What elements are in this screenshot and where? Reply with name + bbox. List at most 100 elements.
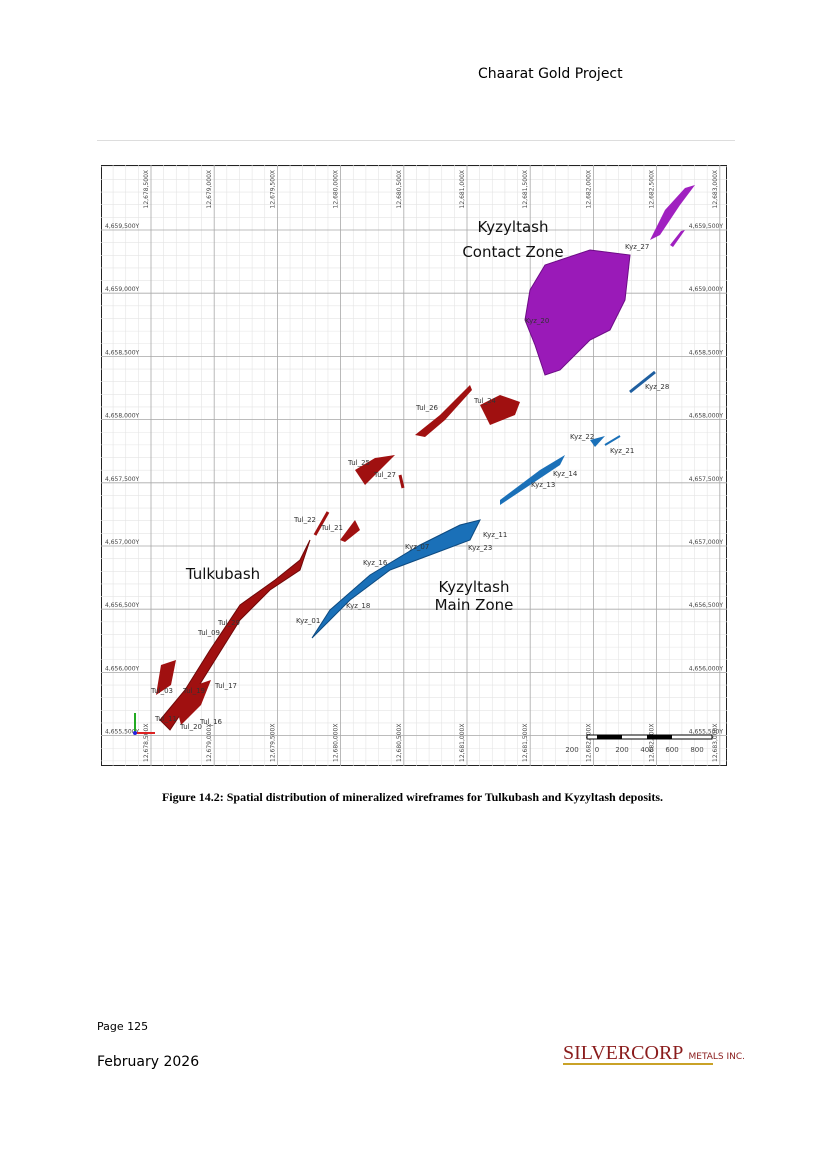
page-number: Page 125 (97, 1020, 149, 1033)
x-grid-label: 12,679,500X (269, 170, 276, 208)
wireframe (590, 436, 605, 447)
x-grid-label: 12,679,500X (269, 724, 276, 762)
wireframe-label: Tul_26 (415, 404, 439, 412)
wireframe-label: Tul_22 (293, 516, 316, 524)
wireframe-label: Kyz_27 (625, 243, 649, 251)
wireframe (415, 385, 472, 437)
y-grid-label: 4,656,000Y (689, 665, 724, 672)
scale-label: 0 (595, 746, 599, 754)
divider (97, 140, 735, 141)
scale-label: 200 (615, 746, 628, 754)
y-grid-label: 4,658,500Y (689, 349, 724, 356)
y-grid-label: 4,659,000Y (689, 286, 724, 293)
wireframe-label: Tul_03 (150, 687, 173, 695)
wireframe-label: Tul_29 (217, 619, 240, 627)
zone-label: Kyzyltash (478, 218, 549, 236)
wireframe-label: Tul_16 (199, 718, 223, 726)
x-grid-label: 12,680,500X (396, 170, 403, 208)
wireframe (159, 539, 311, 731)
y-grid-label: 4,655,500Y (689, 729, 724, 736)
x-grid-label: 12,682,000X (585, 170, 592, 208)
y-grid-label: 4,658,500Y (105, 349, 140, 356)
scale-bar (597, 735, 622, 739)
scale-label: 200 (565, 746, 578, 754)
wireframe (524, 249, 631, 376)
scale-label: 800 (690, 746, 703, 754)
scale-bar (647, 735, 672, 739)
wireframe-label: Kyz_13 (531, 481, 555, 489)
x-grid-label: 12,682,500X (649, 170, 656, 208)
wireframe (176, 680, 211, 725)
wireframe-label: Tul_09 (197, 629, 220, 637)
scale-label: 600 (665, 746, 678, 754)
wireframe-label: Tul_20 (179, 723, 202, 731)
logo-text: SILVERCORP (563, 1042, 684, 1064)
wireframe-label: Tul_27 (373, 471, 396, 479)
wireframe (156, 660, 176, 695)
wireframe-label: Kyz_28 (645, 383, 669, 391)
x-grid-label: 12,678,500X (143, 724, 150, 762)
x-grid-label: 12,681,500X (522, 724, 529, 762)
wireframe-label: Kyz_20 (525, 317, 549, 325)
zone-label: Kyzyltash (439, 578, 510, 596)
wireframe-label: Kyz_16 (363, 559, 388, 567)
wireframe (313, 511, 330, 536)
scale-label: 400 (640, 746, 653, 754)
y-grid-label: 4,655,500Y (105, 729, 140, 736)
wireframe-label: Kyz_07 (405, 543, 429, 551)
x-grid-label: 12,682,000X (585, 724, 592, 762)
x-grid-label: 12,680,500X (396, 724, 403, 762)
y-grid-label: 4,656,500Y (689, 602, 724, 609)
wireframe-label: Tul_11 (154, 715, 177, 723)
x-grid-label: 12,680,000X (333, 724, 340, 762)
wireframe (670, 230, 685, 247)
wireframe (604, 435, 621, 446)
logo: SILVERCORP METALS INC. (563, 1042, 745, 1065)
wireframe-label: Tul_25 (347, 459, 370, 467)
axis-icon (133, 731, 137, 735)
y-grid-label: 4,657,000Y (105, 539, 140, 546)
y-grid-label: 4,657,000Y (689, 539, 724, 546)
y-grid-label: 4,659,500Y (689, 223, 724, 230)
wireframe (650, 185, 695, 240)
wireframe-label: Kyz_23 (468, 544, 492, 552)
header-title: Chaarat Gold Project (478, 66, 623, 82)
wireframe-label: Tul_24 (473, 397, 497, 405)
wireframe (398, 474, 405, 489)
wireframe-label: Kyz_14 (553, 470, 578, 478)
wireframe-label: Kyz_01 (296, 617, 320, 625)
x-grid-label: 12,682,500X (649, 724, 656, 762)
x-grid-label: 12,681,000X (459, 170, 466, 208)
wireframe (355, 455, 395, 485)
wireframe-label: Tul_21 (320, 524, 343, 532)
x-grid-label: 12,679,000X (206, 724, 213, 762)
wireframe (500, 455, 565, 505)
wireframe-label: Kyz_21 (610, 447, 634, 455)
wireframe-label: Kyz_18 (346, 602, 370, 610)
x-grid-label: 12,678,500X (143, 170, 150, 208)
figure: 12,678,500X 12,678,500X 12,679,000X 12,679,… (101, 165, 727, 766)
x-grid-label: 12,679,000X (206, 170, 213, 208)
wireframe-label: Tul_17 (214, 682, 237, 690)
y-grid-label: 4,656,500Y (105, 602, 140, 609)
x-grid-label: 12,683,000X (712, 724, 719, 762)
wireframe (629, 370, 656, 394)
wireframe (340, 520, 360, 542)
zone-label: Main Zone (435, 596, 514, 614)
y-grid-label: 4,657,500Y (689, 476, 724, 483)
wireframe-label: Kyz_11 (483, 531, 507, 539)
figure-caption: Figure 14.2: Spatial distribution of min… (161, 790, 664, 804)
y-grid-label: 4,656,000Y (105, 665, 140, 672)
x-grid-label: 12,681,500X (522, 170, 529, 208)
logo-suffix: METALS INC. (688, 1052, 746, 1062)
x-grid-label: 12,681,000X (459, 724, 466, 762)
y-grid-label: 4,658,000Y (689, 413, 724, 420)
zone-label: Tulkubash (185, 565, 260, 583)
wireframe-label: Tul_19 (182, 687, 205, 695)
date: February 2026 (97, 1054, 200, 1070)
y-grid-label: 4,657,500Y (105, 476, 140, 483)
x-grid-label: 12,680,000X (333, 170, 340, 208)
wireframe (311, 519, 481, 639)
x-grid-label: 12,683,000X (712, 170, 719, 208)
